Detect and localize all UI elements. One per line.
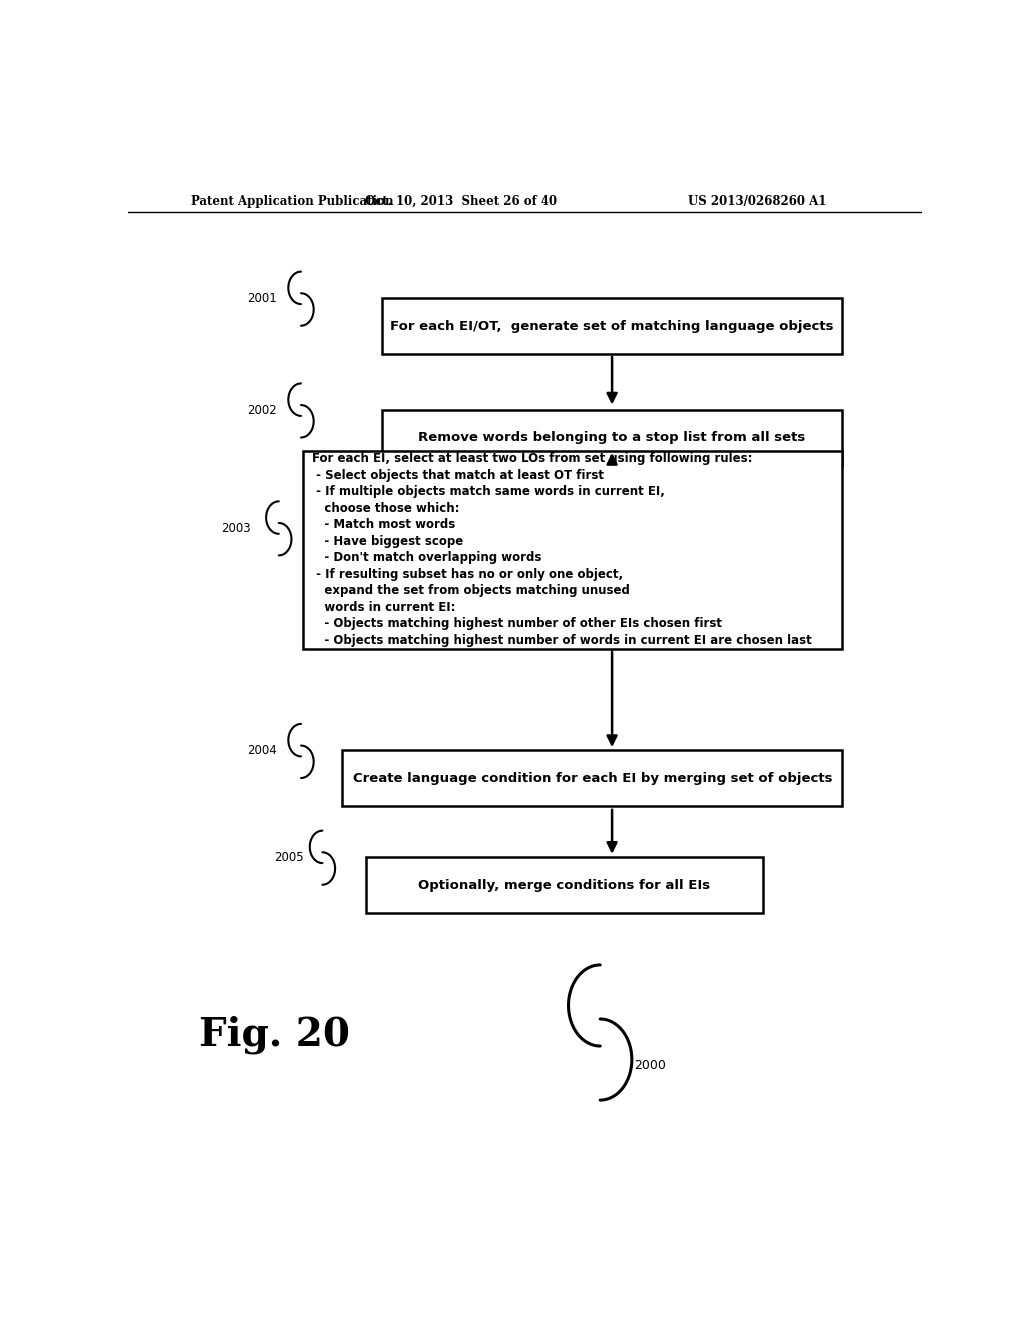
FancyBboxPatch shape — [382, 298, 842, 354]
Text: Create language condition for each EI by merging set of objects: Create language condition for each EI by… — [352, 772, 833, 785]
Text: Fig. 20: Fig. 20 — [200, 1015, 350, 1053]
Text: 2002: 2002 — [248, 404, 278, 417]
Text: 2004: 2004 — [248, 744, 278, 758]
Text: US 2013/0268260 A1: US 2013/0268260 A1 — [688, 194, 826, 207]
Text: For each EI/OT,  generate set of matching language objects: For each EI/OT, generate set of matching… — [390, 319, 834, 333]
Text: Optionally, merge conditions for all EIs: Optionally, merge conditions for all EIs — [419, 879, 711, 891]
Text: Patent Application Publication: Patent Application Publication — [191, 194, 394, 207]
Text: 2001: 2001 — [248, 292, 278, 305]
FancyBboxPatch shape — [303, 450, 842, 649]
Text: Oct. 10, 2013  Sheet 26 of 40: Oct. 10, 2013 Sheet 26 of 40 — [366, 194, 557, 207]
FancyBboxPatch shape — [342, 751, 842, 807]
Text: 2000: 2000 — [634, 1059, 667, 1072]
Text: Remove words belonging to a stop list from all sets: Remove words belonging to a stop list fr… — [419, 432, 806, 445]
FancyBboxPatch shape — [367, 857, 763, 913]
Text: For each EI, select at least two LOs from set using following rules:
 - Select o: For each EI, select at least two LOs fro… — [312, 453, 812, 647]
Text: 2005: 2005 — [274, 851, 304, 865]
Text: 2003: 2003 — [221, 521, 251, 535]
FancyBboxPatch shape — [382, 411, 842, 466]
